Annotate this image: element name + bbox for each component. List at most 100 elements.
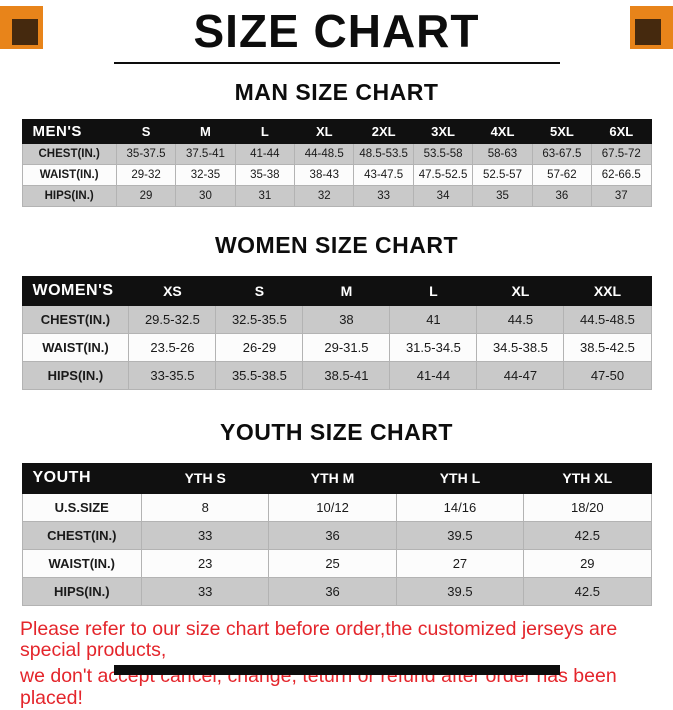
row-label-cell: WAIST(IN.) (21, 548, 142, 578)
row-label-cell: HIPS(IN.) (21, 360, 130, 390)
data-cell: 29 (115, 184, 177, 207)
data-cell: 44-47 (476, 360, 565, 390)
size-header-cell: S (115, 118, 177, 144)
data-cell: 47-50 (563, 360, 652, 390)
data-cell: 38.5-41 (302, 360, 391, 390)
size-header-cell: XL (476, 275, 565, 306)
size-header-cell: L (234, 118, 296, 144)
table-row: CHEST(IN.) 29.5-32.5 32.5-35.5 38 41 44.5 44.5… (21, 304, 652, 334)
size-header-cell: 5XL (531, 118, 593, 144)
corner-decoration-left (0, 6, 43, 49)
table-title-cell: MEN'S (21, 118, 117, 144)
section-heading-man: MAN SIZE CHART (234, 78, 439, 105)
data-cell: 38-43 (294, 163, 355, 186)
data-cell: 39.5 (395, 576, 525, 606)
section-heading-women: WOMEN SIZE CHART (214, 231, 459, 258)
data-cell: 29 (523, 548, 652, 578)
data-cell: 31 (234, 184, 296, 207)
size-header-cell: M (302, 275, 391, 306)
data-cell: 62-66.5 (591, 163, 652, 186)
data-cell: 8 (140, 492, 270, 522)
data-cell: 32.5-35.5 (215, 304, 304, 334)
table-title-cell: YOUTH (21, 462, 142, 494)
man-size-section: MAN SIZE CHART MEN'S S M L XL 2XL 3XL 4XL 5XL 6XL… (0, 79, 673, 207)
youth-size-table: YOUTH YTH S YTH M YTH L YTH XL U.S.SIZE 8 10/12… (21, 462, 652, 606)
data-cell: 44.5-48.5 (563, 304, 652, 334)
table-row: CHEST(IN.) 33 36 39.5 42.5 (21, 520, 652, 550)
data-cell: 39.5 (395, 520, 525, 550)
data-cell: 38 (302, 304, 391, 334)
size-header-cell: YTH XL (523, 462, 652, 494)
data-cell: 35-38 (234, 163, 296, 186)
data-cell: 35-37.5 (115, 142, 177, 165)
section-heading-youth: YOUTH SIZE CHART (220, 418, 453, 445)
row-label-cell: WAIST(IN.) (21, 163, 117, 186)
data-cell: 67.5-72 (591, 142, 652, 165)
bottom-partial-bar (114, 665, 560, 675)
data-cell: 37.5-41 (175, 142, 236, 165)
table-row: U.S.SIZE 8 10/12 14/16 18/20 (21, 492, 652, 522)
data-cell: 34 (412, 184, 474, 207)
row-label-cell: WAIST(IN.) (21, 332, 130, 362)
size-header-cell: L (389, 275, 478, 306)
title-underline (113, 61, 560, 64)
data-cell: 30 (175, 184, 236, 207)
table-header-row: YOUTH YTH S YTH M YTH L YTH XL (21, 462, 652, 494)
data-cell: 36 (531, 184, 593, 207)
data-cell: 36 (268, 576, 397, 606)
data-cell: 44-48.5 (294, 142, 355, 165)
women-size-section: WOMEN SIZE CHART WOMEN'S XS S M L XL XXL CHEST(… (0, 232, 673, 390)
size-header-cell: 6XL (591, 118, 652, 144)
size-header-cell: YTH S (140, 462, 270, 494)
size-header-cell: XS (128, 275, 217, 306)
data-cell: 29-32 (115, 163, 177, 186)
table-header-row: WOMEN'S XS S M L XL XXL (21, 275, 652, 306)
data-cell: 18/20 (523, 492, 652, 522)
page-title: SIZE CHART (193, 5, 480, 57)
size-header-cell: M (175, 118, 236, 144)
data-cell: 41-44 (389, 360, 478, 390)
data-cell: 36 (268, 520, 397, 550)
corner-decoration-left-inner (12, 19, 38, 45)
data-cell: 43-47.5 (353, 163, 414, 186)
data-cell: 53.5-58 (412, 142, 474, 165)
data-cell: 52.5-57 (472, 163, 533, 186)
size-header-cell: YTH M (268, 462, 397, 494)
row-label-cell: CHEST(IN.) (21, 304, 130, 334)
data-cell: 23.5-26 (128, 332, 217, 362)
row-label-cell: U.S.SIZE (21, 492, 142, 522)
data-cell: 47.5-52.5 (412, 163, 474, 186)
corner-decoration-right-inner (635, 19, 661, 45)
table-header-row: MEN'S S M L XL 2XL 3XL 4XL 5XL 6XL (21, 118, 652, 144)
data-cell: 35 (472, 184, 533, 207)
data-cell: 57-62 (531, 163, 593, 186)
data-cell: 48.5-53.5 (353, 142, 414, 165)
data-cell: 37 (591, 184, 652, 207)
data-cell: 33 (140, 576, 270, 606)
data-cell: 23 (140, 548, 270, 578)
table-row: HIPS(IN.) 33 36 39.5 42.5 (21, 576, 652, 606)
size-header-cell: 4XL (472, 118, 533, 144)
women-size-table: WOMEN'S XS S M L XL XXL CHEST(IN.) 29.5-32.5 32.5… (21, 275, 652, 390)
data-cell: 58-63 (472, 142, 533, 165)
table-row: HIPS(IN.) 33-35.5 35.5-38.5 38.5-41 41-44 44-… (21, 360, 652, 390)
data-cell: 35.5-38.5 (215, 360, 304, 390)
data-cell: 42.5 (523, 520, 652, 550)
disclaimer-line-1: Please refer to our size chart before or… (20, 617, 618, 662)
table-row: WAIST(IN.) 23 25 27 29 (21, 548, 652, 578)
size-header-cell: YTH L (395, 462, 525, 494)
row-label-cell: CHEST(IN.) (21, 520, 142, 550)
data-cell: 33 (140, 520, 270, 550)
youth-size-section: YOUTH SIZE CHART YOUTH YTH S YTH M YTH L YTH… (0, 419, 673, 606)
data-cell: 29.5-32.5 (128, 304, 217, 334)
table-row: WAIST(IN.) 23.5-26 26-29 29-31.5 31.5-34.5 34… (21, 332, 652, 362)
row-label-cell: CHEST(IN.) (21, 142, 117, 165)
data-cell: 41 (389, 304, 478, 334)
data-cell: 33 (353, 184, 414, 207)
data-cell: 33-35.5 (128, 360, 217, 390)
data-cell: 27 (395, 548, 525, 578)
row-label-cell: HIPS(IN.) (21, 576, 142, 606)
table-row: CHEST(IN.) 35-37.5 37.5-41 41-44 44-48.5 48.5… (21, 142, 652, 165)
data-cell: 25 (268, 548, 397, 578)
data-cell: 32 (294, 184, 355, 207)
